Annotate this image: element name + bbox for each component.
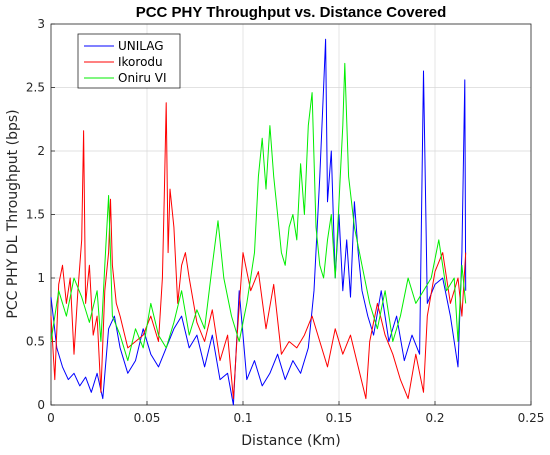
y-tick-label: 0.5 xyxy=(26,335,45,349)
x-tick-label: 0.1 xyxy=(233,411,252,425)
y-tick-label: 2 xyxy=(37,144,45,158)
legend: UNILAG Ikorodu Oniru VI xyxy=(77,33,181,89)
chart-title: PCC PHY Throughput vs. Distance Covered xyxy=(136,4,447,21)
x-tick-label: 0 xyxy=(47,411,55,425)
x-axis-label: Distance (Km) xyxy=(241,433,340,449)
y-tick-label: 3 xyxy=(37,17,45,31)
legend-label-unilag: UNILAG xyxy=(118,39,164,53)
axis-ticks: 0 0.05 0.1 0.15 0.2 0.25 0 0.5 1 1.5 2 2.5 3 xyxy=(26,17,544,425)
y-tick-label: 1.5 xyxy=(26,208,45,222)
legend-label-oniru: Oniru VI xyxy=(118,71,167,85)
series-line-oniru-vi xyxy=(50,62,467,362)
legend-label-ikorodu: Ikorodu xyxy=(118,55,163,69)
series-line-ikorodu xyxy=(50,102,467,400)
series-lines xyxy=(50,38,467,406)
series-line-unilag xyxy=(50,38,467,406)
legend-box xyxy=(77,33,181,89)
x-tick-label: 0.2 xyxy=(425,411,444,425)
y-axis-label: PCC PHY DL Throughput (bps) xyxy=(5,109,21,318)
x-tick-label: 0.15 xyxy=(326,411,353,425)
x-tick-label: 0.25 xyxy=(518,411,545,425)
y-tick-label: 2.5 xyxy=(26,81,45,95)
x-tick-label: 0.05 xyxy=(134,411,161,425)
y-tick-label: 0 xyxy=(37,398,45,412)
y-tick-label: 1 xyxy=(37,271,45,285)
